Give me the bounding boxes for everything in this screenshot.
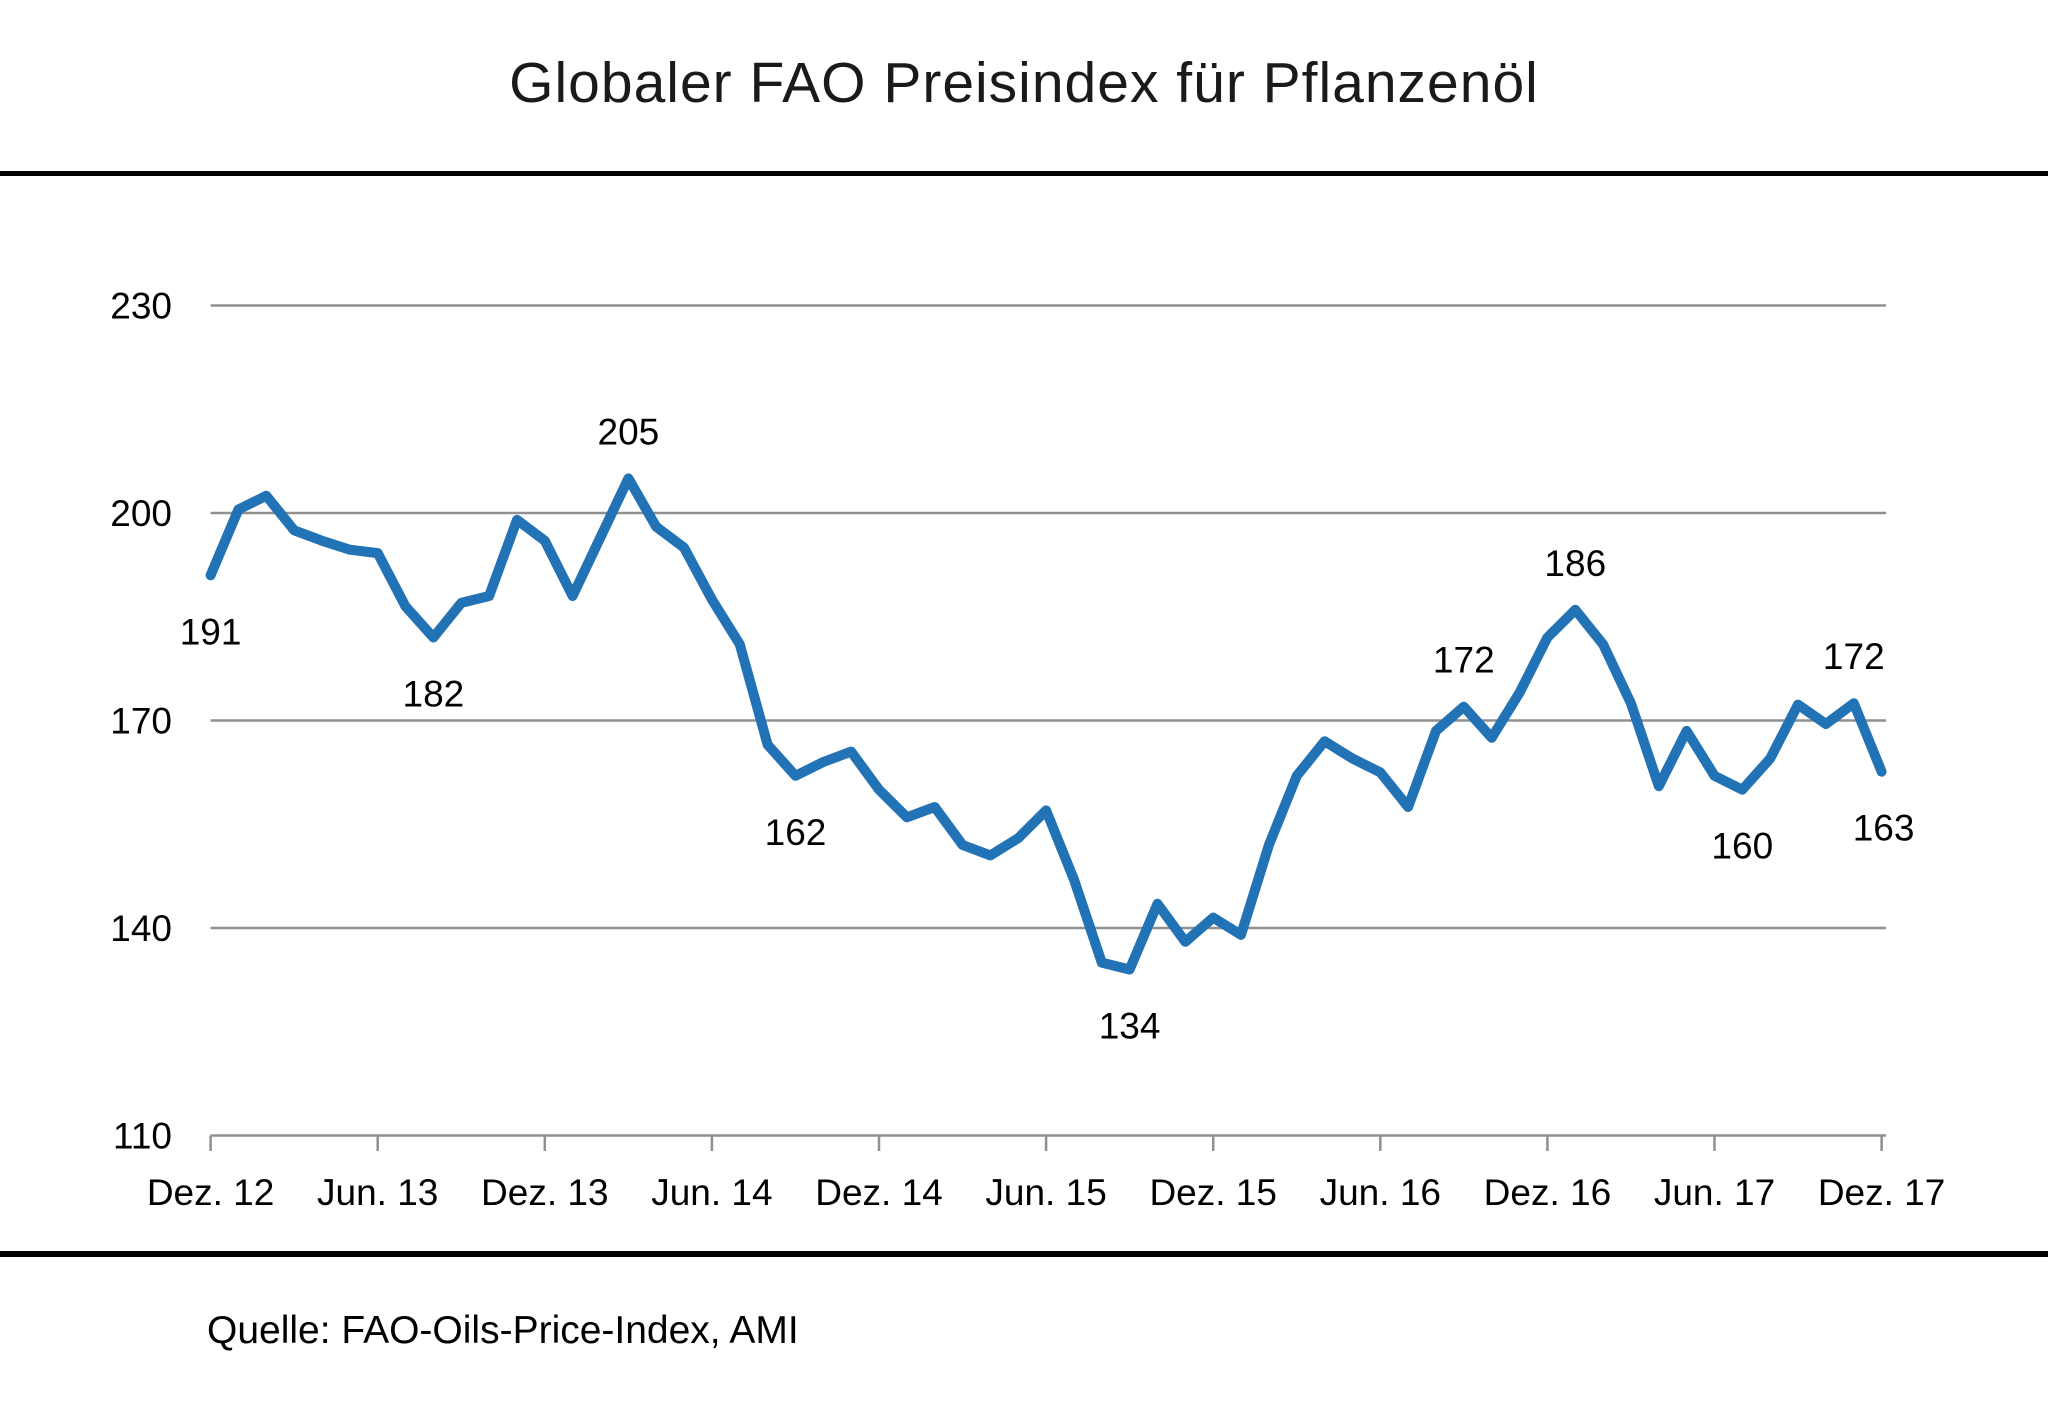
data-label-172-m59: 172 — [1823, 636, 1885, 677]
y-axis-label-230: 230 — [110, 286, 172, 327]
data-label-172-m45: 172 — [1433, 640, 1495, 681]
x-axis-label-2: Dez. 13 — [481, 1172, 609, 1213]
x-axis-label-1: Jun. 13 — [317, 1172, 438, 1213]
data-label-191-m0: 191 — [180, 611, 242, 652]
chart-title: Globaler FAO Preisindex für Pflanzenöl — [509, 51, 1539, 115]
x-axis-label-0: Dez. 12 — [147, 1172, 275, 1213]
data-label-134-m33: 134 — [1099, 1006, 1161, 1047]
data-label-182-m8: 182 — [403, 674, 465, 715]
y-axis-label-140: 140 — [110, 908, 172, 949]
x-axis-label-10: Dez. 17 — [1818, 1172, 1946, 1213]
top-divider — [0, 171, 2048, 176]
y-axis-label-200: 200 — [110, 493, 172, 534]
data-label-160-m55: 160 — [1711, 826, 1773, 867]
data-label-186-m49: 186 — [1544, 543, 1606, 584]
y-axis-label-170: 170 — [110, 701, 172, 742]
data-label-162-m21: 162 — [765, 812, 827, 853]
x-axis-label-3: Jun. 14 — [651, 1172, 772, 1213]
data-label-163-m60: 163 — [1853, 808, 1915, 849]
price-line-series — [205, 473, 1887, 975]
x-axis-label-5: Jun. 15 — [985, 1172, 1106, 1213]
x-axis-label-4: Dez. 14 — [815, 1172, 943, 1213]
x-axis-label-8: Dez. 16 — [1484, 1172, 1612, 1213]
x-axis-label-7: Jun. 16 — [1320, 1172, 1441, 1213]
y-axis-label-110: 110 — [113, 1116, 172, 1157]
bottom-divider — [0, 1251, 2048, 1257]
x-axis-label-6: Dez. 15 — [1149, 1172, 1277, 1213]
x-axis-label-9: Jun. 17 — [1654, 1172, 1775, 1213]
source-caption: Quelle: FAO-Oils-Price-Index, AMI — [207, 1309, 799, 1352]
data-label-205-m15: 205 — [598, 411, 660, 452]
